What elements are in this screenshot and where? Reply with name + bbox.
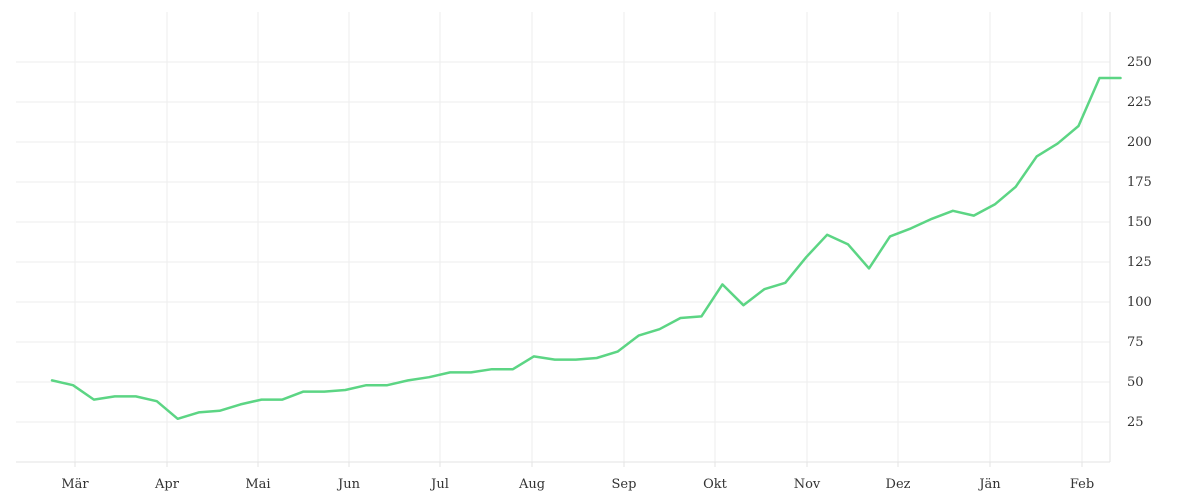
x-tick-label: Jun — [336, 477, 361, 492]
x-tick-label: Mär — [61, 477, 89, 492]
x-tick-label: Nov — [794, 477, 821, 492]
x-axis-ticks: Mär Apr Mai Jun Jul Aug Sep Okt Nov Dez Jän Feb — [61, 477, 1094, 492]
x-tick-label: Mai — [245, 477, 270, 492]
x-tick-label: Dez — [886, 477, 911, 492]
y-tick-label: 75 — [1127, 335, 1144, 350]
y-tick-label: 50 — [1127, 375, 1144, 390]
x-tick-label: Jän — [977, 477, 1001, 492]
y-tick-label: 175 — [1127, 175, 1152, 190]
grid — [16, 12, 1110, 462]
y-tick-label: 250 — [1127, 55, 1152, 70]
x-tick-label: Okt — [703, 477, 728, 492]
series-layer — [50, 76, 1122, 421]
x-tick-label: Feb — [1070, 477, 1094, 492]
x-tick-label: Apr — [154, 477, 180, 492]
y-tick-label: 200 — [1127, 135, 1152, 150]
y-tick-label: 225 — [1127, 95, 1152, 110]
x-tick-label: Jul — [429, 477, 449, 492]
y-tick-label: 100 — [1127, 295, 1152, 310]
x-tick-label: Sep — [612, 477, 637, 492]
y-tick-label: 150 — [1127, 215, 1152, 230]
series-line — [50, 76, 1122, 421]
y-tick-label: 125 — [1127, 255, 1152, 270]
y-tick-label: 25 — [1127, 415, 1144, 430]
axes — [16, 12, 1111, 467]
x-tick-label: Aug — [518, 477, 545, 492]
y-axis-ticks: 25 50 75 100 125 150 175 200 225 250 — [1127, 55, 1152, 430]
